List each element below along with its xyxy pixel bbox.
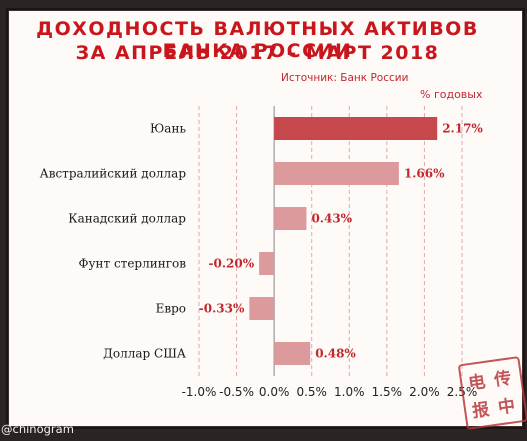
bar xyxy=(274,117,438,140)
data-label: -0.33% xyxy=(199,302,245,316)
stamp-seal: 电传报中 xyxy=(457,356,527,430)
x-tick-label: -0.5% xyxy=(219,385,254,399)
source-note: Источник: Банк России xyxy=(281,72,409,84)
category-label: Евро xyxy=(156,302,186,316)
x-tick-label: 1.5% xyxy=(372,385,403,399)
x-tick-label: 1.0% xyxy=(334,385,365,399)
chart-title: ДОХОДНОСТЬ ВАЛЮТНЫХ АКТИВОВ БАНКА РОССИИ xyxy=(36,18,479,62)
x-tick-label: 2.5% xyxy=(447,385,478,399)
bar xyxy=(249,297,275,320)
stamp-character: 报 xyxy=(471,399,491,422)
credit-handle: @chinogram xyxy=(1,422,74,436)
stamp-character: 传 xyxy=(492,368,513,391)
chart-frame xyxy=(6,8,525,429)
x-tick-label: 0.5% xyxy=(296,385,327,399)
category-label: Юань xyxy=(150,122,186,136)
bar xyxy=(274,342,311,365)
category-label: Австралийский доллар xyxy=(40,167,187,181)
category-label: Канадский доллар xyxy=(68,212,186,226)
bar xyxy=(259,252,275,275)
bar xyxy=(274,207,307,230)
data-label: 0.48% xyxy=(315,347,356,361)
data-label: -0.20% xyxy=(209,257,255,271)
x-tick-label: 2.0% xyxy=(409,385,440,399)
chart-subtitle: ЗА АПРЕЛЬ 2017 – МАРТ 2018 xyxy=(75,42,440,64)
data-label: 2.17% xyxy=(442,122,483,136)
bar xyxy=(274,162,399,185)
data-label: 0.43% xyxy=(311,212,352,226)
category-label: Фунт стерлингов xyxy=(78,257,186,271)
stamp-character: 中 xyxy=(496,396,517,419)
x-tick-label: -1.0% xyxy=(182,385,217,399)
unit-label: % годовых xyxy=(420,88,483,101)
stamp-character: 电 xyxy=(467,372,487,395)
x-tick-label: 0.0% xyxy=(259,385,290,399)
category-label: Доллар США xyxy=(103,347,186,361)
data-label: 1.66% xyxy=(404,167,445,181)
